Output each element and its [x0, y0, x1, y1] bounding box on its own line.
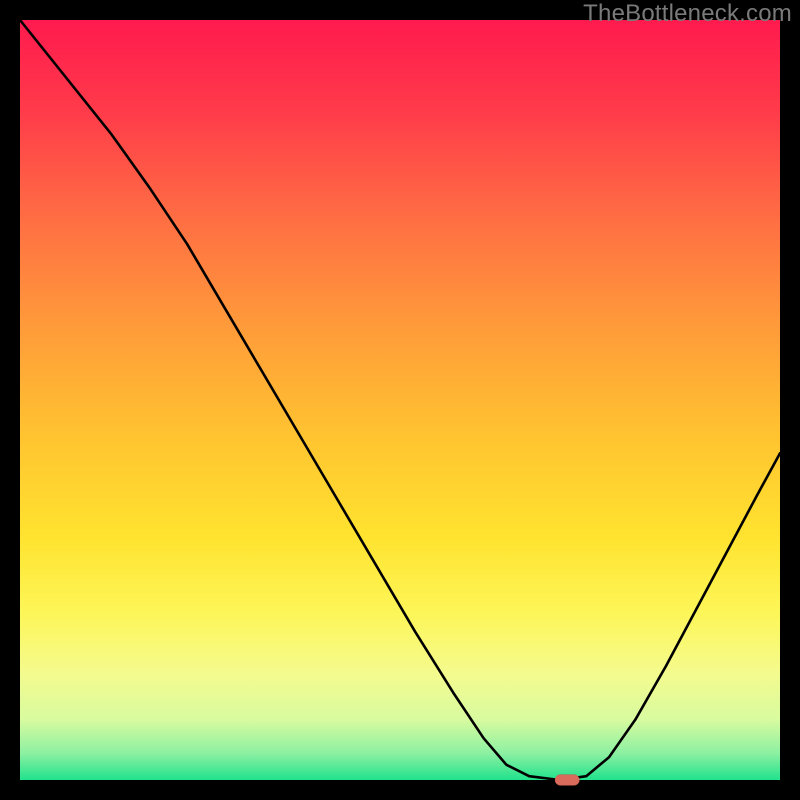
stage: TheBottleneck.com: [0, 0, 800, 800]
watermark-text: TheBottleneck.com: [583, 0, 792, 28]
optimal-point-marker: [555, 775, 579, 786]
bottleneck-gradient-chart: [0, 0, 800, 800]
